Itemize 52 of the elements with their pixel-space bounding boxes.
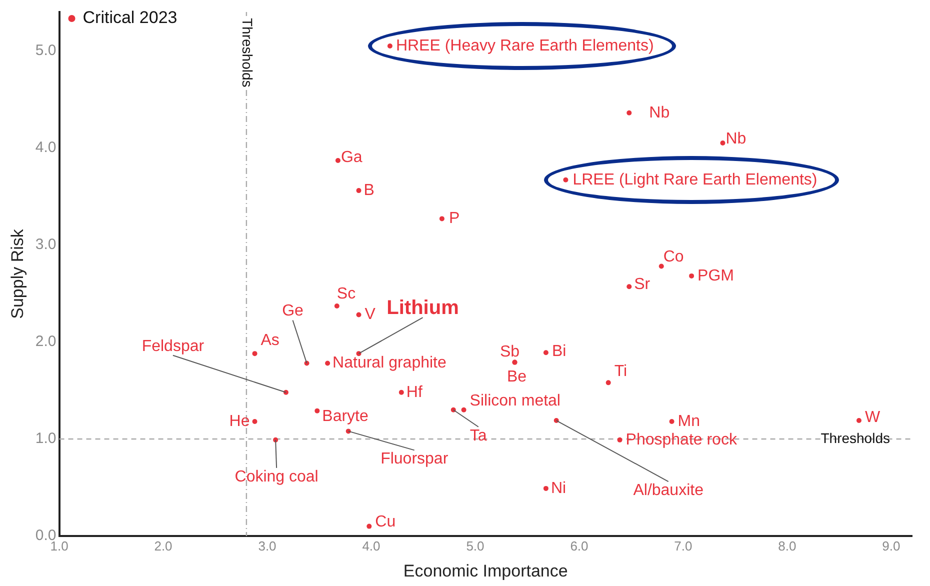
annotation: HREE (Heavy Rare Earth Elements): [396, 37, 654, 54]
annotation: Phosphate rock: [626, 431, 738, 448]
x-tick-label: 8.0: [778, 538, 796, 554]
annotation: Fluorspar: [380, 450, 449, 468]
annotation: He: [229, 412, 250, 430]
annotation: PGM: [698, 267, 734, 284]
annotation: Nb: [726, 130, 746, 148]
y-tick-label: 2.0: [35, 333, 56, 350]
annotation: Lithium: [386, 297, 459, 320]
x-tick-label: 2.0: [154, 538, 172, 554]
ref-line-label: Thresholds: [240, 18, 256, 88]
annotation: W: [864, 408, 881, 426]
annotation: Silicon metal: [470, 392, 560, 410]
annotation: Baryte: [322, 408, 368, 426]
y-tick-label: 4.0: [35, 138, 56, 156]
y-axis-title: Supply Risk: [8, 228, 27, 319]
annotation: Ge: [282, 302, 304, 320]
y-tick-label: 5.0: [35, 42, 56, 59]
annotation: Hf: [406, 384, 423, 401]
annotation: Cu: [375, 514, 396, 531]
annotation: Ga: [340, 148, 362, 166]
annotation: Coking coal: [234, 468, 318, 486]
annotation: LREE (Light Rare Earth Elements): [572, 171, 818, 188]
annotation: Be: [506, 368, 527, 386]
annotation: Co: [663, 248, 684, 266]
x-tick-label: 7.0: [674, 538, 692, 554]
x-tick-label: 4.0: [362, 538, 380, 554]
x-tick-label: 5.0: [466, 538, 484, 554]
x-tick-label: 3.0: [258, 538, 276, 554]
x-axis-title: Economic Importance: [403, 561, 568, 580]
annotation: Sb: [500, 344, 520, 361]
annotation: Bi: [552, 343, 566, 360]
x-tick-label: 9.0: [882, 538, 900, 554]
annotation: Ta: [470, 427, 487, 444]
ref-line-label: Thresholds: [820, 430, 890, 446]
annotation: B: [364, 182, 374, 199]
annotation: Sc: [336, 285, 356, 302]
annotation: P: [448, 210, 460, 228]
annotation: Ti: [614, 363, 628, 380]
annotation: Ni: [550, 480, 566, 497]
y-tick-label: 3.0: [35, 236, 56, 254]
annotation: Natural graphite: [332, 354, 446, 372]
annotation: Feldspar: [142, 338, 205, 355]
annotation: Mn: [678, 412, 700, 430]
annotation: Al/bauxite: [633, 482, 704, 499]
annotation: Sr: [634, 276, 651, 294]
annotation: As: [260, 332, 280, 349]
annotation: Nb: [649, 104, 670, 122]
annotation: V: [364, 306, 376, 324]
x-tick-label: 6.0: [570, 538, 588, 554]
legend-label: Critical 2023: [82, 8, 178, 28]
y-tick-label: 1.0: [35, 430, 56, 448]
